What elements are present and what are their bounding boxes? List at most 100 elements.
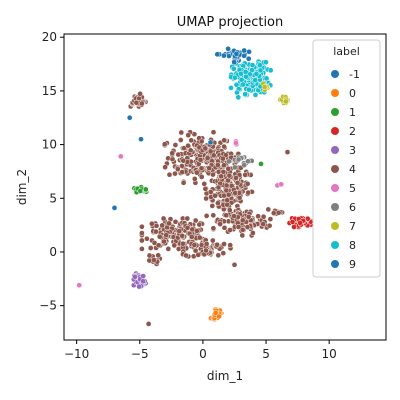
data-point-label--1 bbox=[126, 114, 133, 121]
y-axis-label: dim_2 bbox=[15, 169, 29, 205]
data-point-label-4 bbox=[221, 162, 227, 169]
data-point-label-4 bbox=[223, 212, 229, 219]
data-point-label-4 bbox=[169, 156, 176, 163]
data-point-label-4 bbox=[260, 213, 267, 220]
data-point-label-6 bbox=[245, 158, 251, 165]
legend-entry-label: 4 bbox=[349, 163, 356, 176]
data-point-label-9 bbox=[214, 51, 221, 58]
data-point-label-4 bbox=[244, 224, 251, 230]
data-point-label-4 bbox=[192, 247, 199, 254]
data-point-label-4 bbox=[203, 241, 210, 247]
data-point-label-9 bbox=[241, 52, 247, 59]
data-point-label-9 bbox=[221, 52, 227, 59]
data-point-label-4 bbox=[215, 184, 222, 191]
data-point-label-6 bbox=[241, 162, 248, 168]
legend-marker bbox=[331, 203, 339, 211]
data-point-label-4 bbox=[196, 234, 203, 241]
data-point-label-4 bbox=[198, 174, 205, 180]
data-point-label-4 bbox=[225, 191, 232, 198]
data-point-label-8 bbox=[238, 76, 245, 83]
data-point-label-8 bbox=[243, 73, 249, 80]
legend-entry-label: 7 bbox=[349, 220, 356, 233]
data-point-label-4 bbox=[232, 190, 239, 196]
data-point-label-4 bbox=[225, 165, 232, 172]
data-point-label-8 bbox=[267, 67, 274, 74]
data-point-label-4 bbox=[250, 230, 256, 236]
data-point-label-4 bbox=[231, 261, 238, 268]
data-point-label-4 bbox=[171, 242, 178, 249]
data-point-label-4 bbox=[197, 156, 204, 163]
data-point-label-4 bbox=[227, 242, 234, 248]
data-point-label-4 bbox=[184, 225, 191, 231]
legend-marker bbox=[331, 70, 339, 78]
data-point-label-4 bbox=[224, 197, 231, 204]
data-point-label-4 bbox=[231, 213, 237, 219]
data-point-label-4 bbox=[210, 212, 217, 219]
data-point-label-4 bbox=[236, 194, 243, 201]
data-point-label-4 bbox=[212, 192, 219, 199]
data-point-label-3 bbox=[140, 273, 147, 279]
data-point-label-4 bbox=[245, 189, 252, 196]
data-point-label--1 bbox=[138, 136, 144, 143]
data-point-label-7 bbox=[261, 84, 268, 90]
data-point-label-8 bbox=[235, 94, 242, 101]
data-point-label-4 bbox=[137, 90, 143, 97]
data-point-label-4 bbox=[220, 250, 227, 256]
data-point-label-8 bbox=[257, 62, 263, 69]
data-point-label-4 bbox=[203, 213, 210, 219]
data-point-label-4 bbox=[265, 206, 272, 213]
data-point-label-4 bbox=[155, 252, 162, 259]
data-point-label-4 bbox=[192, 217, 199, 224]
x-tick-label: 10 bbox=[322, 347, 337, 361]
data-point-label-9 bbox=[246, 48, 252, 55]
data-point-label-4 bbox=[151, 257, 157, 263]
data-point-label-4 bbox=[226, 207, 233, 214]
data-point-label-2 bbox=[297, 220, 303, 226]
data-point-label-4 bbox=[193, 169, 200, 176]
y-tick-label: 5 bbox=[49, 191, 57, 205]
legend-marker bbox=[331, 241, 339, 249]
data-point-label-8 bbox=[263, 59, 269, 66]
data-point-label-4 bbox=[172, 170, 178, 177]
data-point-label-4 bbox=[214, 241, 220, 248]
data-point-label-4 bbox=[210, 129, 217, 136]
data-point-label-4 bbox=[209, 203, 216, 209]
data-point-label-4 bbox=[166, 220, 172, 227]
data-point-label-4 bbox=[139, 230, 145, 236]
y-tick-label: 20 bbox=[42, 30, 57, 44]
data-point-label-8 bbox=[253, 71, 260, 77]
data-point-label-4 bbox=[260, 221, 266, 227]
data-point-label-6 bbox=[226, 158, 232, 165]
data-point-label-8 bbox=[228, 85, 234, 91]
data-point-label-4 bbox=[266, 222, 273, 229]
legend-marker bbox=[331, 127, 339, 135]
data-point-label-1 bbox=[258, 161, 264, 167]
data-point-label-4 bbox=[196, 221, 203, 228]
data-point-label-4 bbox=[160, 215, 167, 222]
data-point-label-4 bbox=[270, 210, 277, 216]
data-point-label-4 bbox=[180, 157, 187, 164]
data-point-label-4 bbox=[223, 182, 230, 189]
legend-marker bbox=[331, 222, 339, 230]
data-point-label-4 bbox=[209, 237, 216, 244]
data-point-label-4 bbox=[284, 149, 291, 155]
data-point-label-4 bbox=[217, 221, 223, 227]
data-point-label-4 bbox=[226, 172, 233, 179]
data-point-label-4 bbox=[214, 162, 221, 168]
data-point-label-4 bbox=[139, 223, 145, 230]
data-point-label-4 bbox=[153, 228, 159, 235]
data-point-label-4 bbox=[188, 234, 195, 240]
data-point-label-5 bbox=[233, 140, 239, 146]
data-point-label-9 bbox=[231, 59, 238, 66]
legend: label -1 0 1 2 3 4 5 6 7 8 9 bbox=[312, 39, 381, 278]
data-point-label-4 bbox=[174, 166, 181, 172]
legend-entry-label: 6 bbox=[349, 201, 356, 214]
data-point-label-8 bbox=[257, 67, 264, 74]
data-point-label-4 bbox=[191, 176, 198, 182]
data-point-label-8 bbox=[246, 86, 252, 93]
data-point-label-4 bbox=[146, 252, 153, 259]
data-point-label-4 bbox=[234, 180, 241, 186]
data-point-label-4 bbox=[210, 171, 216, 178]
data-point-label-4 bbox=[176, 228, 183, 235]
